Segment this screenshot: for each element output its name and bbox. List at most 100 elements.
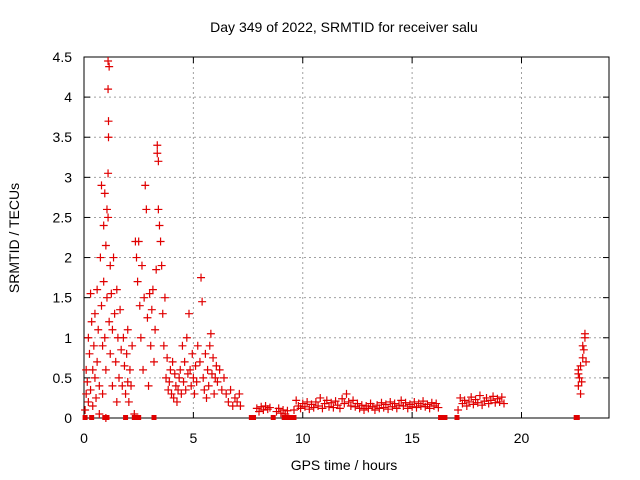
data-point [118,381,127,390]
data-point [338,394,347,403]
data-point [193,341,202,350]
data-point [574,381,583,390]
data-point [139,365,148,374]
data-point [215,365,224,374]
data-point [104,169,113,178]
data-point [370,405,379,414]
data-point [220,373,228,382]
data-point [144,381,153,390]
data-point [154,157,163,166]
data-point [206,329,215,338]
data-point [83,377,92,386]
data-point [222,389,231,398]
data-point [578,353,587,362]
data-point [158,309,167,318]
data-point [109,253,118,262]
data-point [107,289,116,298]
data-point-zero [574,415,580,420]
data-point [160,293,169,302]
data-point [95,409,104,418]
data-point [230,393,239,402]
data-point [364,404,373,413]
data-point-zero [454,415,460,420]
data-point [164,385,173,394]
data-point [342,389,351,398]
data-point [98,389,107,398]
data-point [135,301,144,310]
data-point [198,297,207,306]
data-point [120,361,129,370]
data-point [156,237,165,246]
data-point [102,293,111,302]
data-point [192,377,201,386]
data-point [151,325,160,334]
data-point [423,400,432,409]
data-point [187,381,196,390]
data-points [81,57,591,422]
data-point [96,253,105,262]
data-point [94,325,103,334]
data-point [401,398,410,407]
data-point [124,397,133,406]
data-point [86,385,95,394]
y-tick-label: 4 [64,89,72,105]
data-point [106,349,115,358]
data-point [128,341,137,350]
data-point [93,285,102,294]
plot-area-frame [83,56,610,419]
data-point [177,389,186,398]
data-point [375,404,384,413]
data-point [311,397,320,406]
data-point [88,401,97,410]
data-point [133,277,142,286]
data-point [153,141,162,150]
data-point [89,341,98,350]
x-tick-label: 10 [295,430,311,446]
data-point [104,133,113,142]
data-point [201,349,210,358]
data-point [416,401,425,410]
data-point [209,353,218,362]
data-point [101,241,110,250]
data-point [186,365,195,374]
data-point-zero [251,415,257,420]
data-point [190,389,199,398]
data-point [486,396,495,405]
data-point [100,189,109,198]
grid-lines [84,57,609,418]
data-point [390,399,399,408]
data-point [303,397,312,406]
data-point [101,365,110,374]
data-point [491,398,500,407]
data-point [322,396,331,405]
data-point [340,399,349,408]
data-point [172,397,181,406]
x-tick-label: 15 [404,430,420,446]
data-point [578,341,587,350]
data-point [183,369,192,378]
data-point [150,357,158,366]
data-point [395,401,403,410]
data-point [456,393,465,402]
data-point [226,385,235,394]
data-point [122,349,131,358]
data-point [108,325,117,334]
data-point [104,57,113,66]
data-point [419,397,428,406]
data-point [386,397,395,406]
data-point [117,345,126,354]
data-point [233,397,242,406]
data-point [346,401,355,410]
data-point [85,349,94,358]
y-tick-label: 1.5 [53,290,73,306]
data-point [462,401,471,410]
data-point [199,373,208,382]
data-point [329,403,338,412]
data-point [188,349,197,358]
data-point [146,341,155,350]
data-point [167,389,176,398]
data-point [290,405,298,414]
data-point [331,397,340,406]
data-point [169,393,178,402]
data-point [412,403,421,412]
